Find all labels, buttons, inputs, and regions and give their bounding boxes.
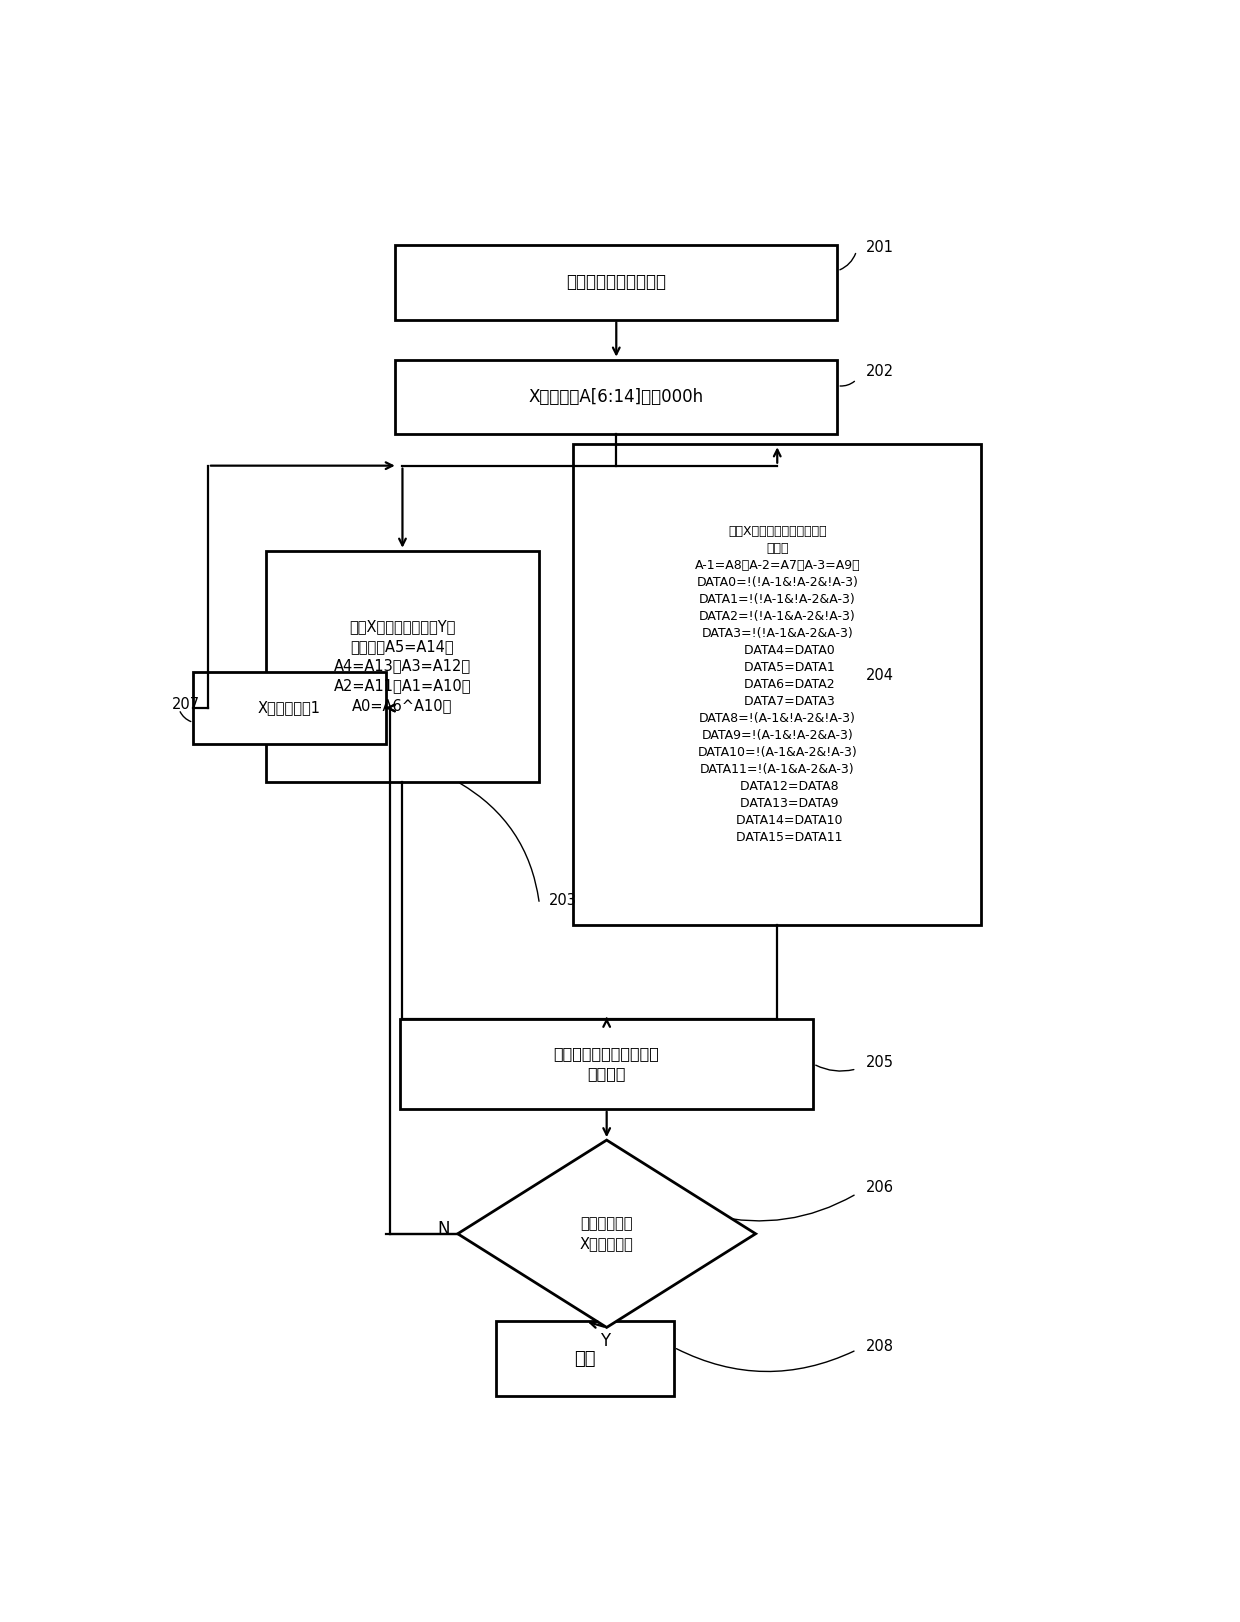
- Bar: [496, 1322, 675, 1397]
- Text: 207: 207: [172, 697, 201, 712]
- Text: 201: 201: [866, 240, 894, 255]
- Text: 根据X方向地址计算出所写的
数据：
A-1=A8；A-2=A7；A-3=A9；
DATA0=!(!A-1&!A-2&!A-3)
DATA1=!(!A-1&!A-: 根据X方向地址计算出所写的 数据： A-1=A8；A-2=A7；A-3=A9； …: [694, 526, 861, 845]
- Text: X方向地址加1: X方向地址加1: [258, 701, 321, 715]
- Bar: [573, 444, 982, 925]
- Bar: [396, 360, 837, 435]
- Text: 206: 206: [866, 1181, 894, 1195]
- Text: 对计算出的地址写入计算
出的数据: 对计算出的地址写入计算 出的数据: [554, 1046, 660, 1082]
- Polygon shape: [458, 1140, 755, 1327]
- Text: 203: 203: [549, 892, 577, 908]
- Text: 执行擦除操作清空阵列: 执行擦除操作清空阵列: [567, 272, 666, 290]
- Text: N: N: [436, 1220, 450, 1238]
- Bar: [396, 245, 837, 320]
- Bar: [193, 672, 386, 744]
- Bar: [401, 1019, 813, 1109]
- Text: 208: 208: [866, 1338, 894, 1354]
- Text: Y: Y: [600, 1332, 610, 1350]
- Text: 202: 202: [866, 365, 894, 380]
- Text: 205: 205: [866, 1056, 894, 1071]
- Text: 是否最后一个
X方向地址？: 是否最后一个 X方向地址？: [580, 1216, 634, 1251]
- Text: 完成: 完成: [574, 1350, 595, 1367]
- Bar: [265, 550, 539, 782]
- Text: X方向地址A[6:14]设为000h: X方向地址A[6:14]设为000h: [528, 388, 704, 406]
- Text: 204: 204: [866, 668, 894, 683]
- Text: 根据X方向地址计算出Y方
向地址：A5=A14；
A4=A13；A3=A12；
A2=A11；A1=A10；
A0=A6^A10；: 根据X方向地址计算出Y方 向地址：A5=A14； A4=A13；A3=A12； …: [334, 620, 471, 714]
